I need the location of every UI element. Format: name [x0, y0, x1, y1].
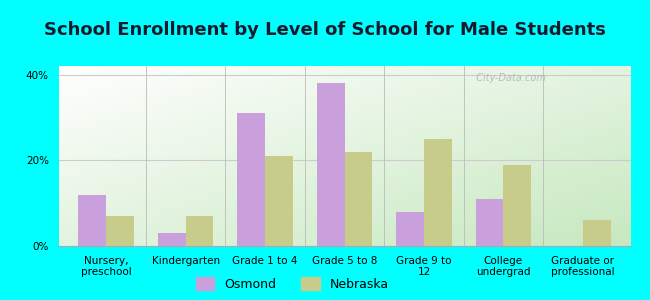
Bar — [186, 216, 213, 246]
Bar — [503, 165, 531, 246]
Text: School Enrollment by Level of School for Male Students: School Enrollment by Level of School for… — [44, 21, 606, 39]
Bar — [476, 199, 503, 246]
Bar — [317, 83, 345, 246]
Bar — [396, 212, 424, 246]
Bar — [106, 216, 134, 246]
Bar — [583, 220, 610, 246]
Bar — [79, 195, 106, 246]
Bar — [158, 233, 186, 246]
Legend: Osmond, Nebraska: Osmond, Nebraska — [196, 277, 389, 291]
Bar — [265, 156, 293, 246]
Text: City-Data.com: City-Data.com — [471, 73, 546, 83]
Bar — [424, 139, 452, 246]
Bar — [237, 113, 265, 246]
Bar — [344, 152, 372, 246]
